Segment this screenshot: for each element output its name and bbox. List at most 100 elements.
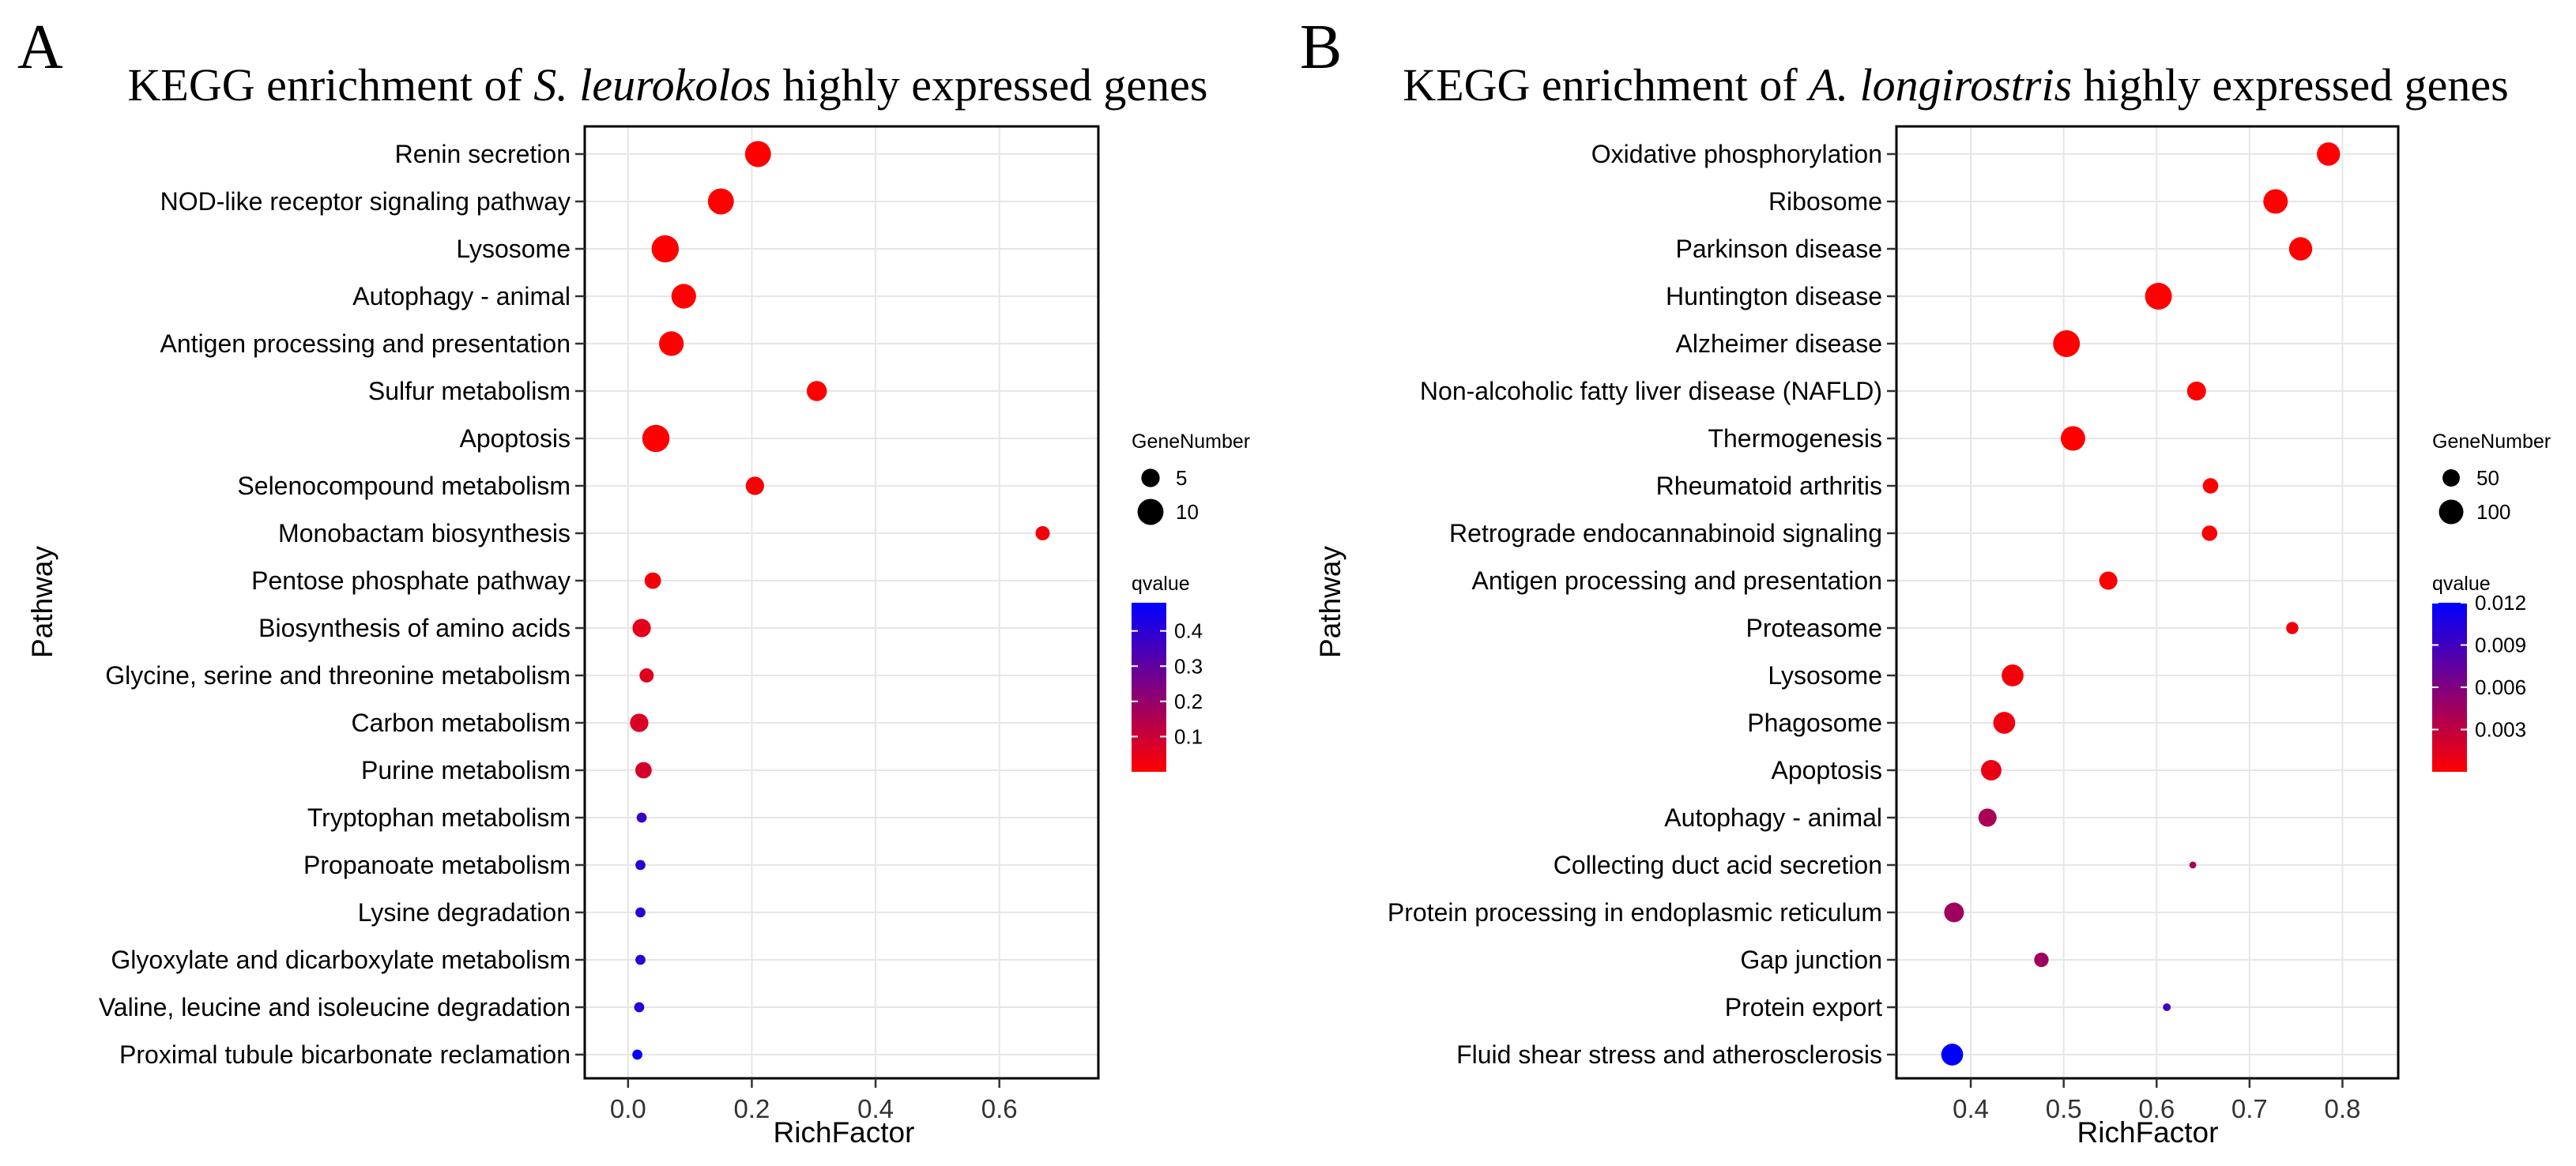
x-tick-label: 0.0: [610, 1094, 646, 1123]
pathway-label: Fluid shear stress and atherosclerosis: [1456, 1040, 1882, 1069]
x-axis-label: RichFactor: [2077, 1116, 2219, 1149]
data-point: [2186, 381, 2206, 401]
pathway-label: Carbon metabolism: [352, 709, 571, 737]
pathway-label: Monobactam biosynthesis: [278, 519, 571, 547]
pathway-label: Huntington disease: [1666, 282, 1882, 310]
data-point: [2002, 664, 2024, 686]
size-legend-dot: [1137, 498, 1164, 525]
pathway-label: Pentose phosphate pathway: [251, 566, 571, 595]
panel-letter: B: [1300, 13, 1342, 82]
pathway-label: Protein processing in endoplasmic reticu…: [1388, 898, 1882, 927]
data-point: [1980, 760, 2002, 780]
plot-frame: [583, 125, 1100, 1080]
size-legend-label: 50: [2476, 466, 2499, 490]
data-point: [1944, 902, 1964, 923]
data-point: [635, 907, 646, 918]
colorbar-tick-label: 0.012: [2475, 591, 2526, 615]
data-point: [642, 424, 670, 453]
size-legend-label: 10: [1176, 500, 1199, 524]
x-axis-label: RichFactor: [774, 1116, 915, 1149]
title-suffix: highly expressed genes: [2072, 59, 2508, 111]
colorbar-tick-label: 0.003: [2475, 718, 2526, 742]
colorbar-tick-label: 0.2: [1174, 690, 1203, 713]
data-point: [635, 859, 646, 871]
data-point: [644, 572, 661, 589]
pathway-label: Phagosome: [1747, 709, 1882, 737]
pathway-label: Gap junction: [1740, 946, 1882, 974]
pathway-label: Antigen processing and presentation: [1472, 566, 1882, 595]
data-point: [2034, 952, 2049, 968]
pathway-label: Tryptophan metabolism: [307, 803, 571, 832]
data-point: [2060, 426, 2085, 451]
colorbar-tick-label: 0.006: [2475, 675, 2526, 699]
pathway-label: Propanoate metabolism: [303, 851, 571, 879]
size-legend-title: GeneNumber: [2432, 431, 2551, 453]
size-legend-dot: [1141, 468, 1160, 487]
pathway-label: Apoptosis: [459, 424, 571, 453]
pathway-label: Apoptosis: [1771, 756, 1882, 784]
data-point: [632, 1049, 642, 1060]
pathway-label: Rheumatoid arthritis: [1656, 472, 1882, 500]
pathway-label: Autophagy - animal: [1664, 803, 1882, 832]
color-legend-title: qvalue: [1132, 573, 1190, 595]
title-prefix: KEGG enrichment of: [128, 59, 534, 111]
x-tick-label: 0.4: [857, 1094, 894, 1123]
size-legend-title: GeneNumber: [1132, 431, 1250, 453]
data-point: [2288, 237, 2313, 261]
pathway-label: Lysosome: [1768, 661, 1882, 690]
data-point: [635, 762, 652, 779]
data-point: [2099, 571, 2118, 590]
pathway-label: Proteasome: [1746, 614, 1882, 642]
data-point: [1941, 1044, 1964, 1066]
panel-letter: A: [17, 13, 63, 82]
pathway-label: Thermogenesis: [1708, 424, 1882, 453]
pathway-label: Parkinson disease: [1676, 235, 1882, 263]
chart-title: KEGG enrichment of S. leurokolos highly …: [128, 59, 1208, 111]
data-point: [1978, 808, 1997, 827]
data-point: [651, 235, 680, 263]
x-tick-label: 0.6: [2138, 1094, 2175, 1123]
x-tick-label: 0.6: [981, 1094, 1018, 1123]
data-point: [2163, 1003, 2171, 1011]
title-species: S. leurokolos: [533, 59, 771, 111]
pathway-label: Purine metabolism: [361, 756, 571, 784]
x-tick-label: 0.8: [2325, 1094, 2361, 1123]
data-point: [671, 284, 696, 309]
data-point: [2053, 330, 2081, 357]
chart-title: KEGG enrichment of A. longirostris highl…: [1403, 59, 2508, 111]
data-point: [659, 331, 684, 356]
data-point: [1993, 712, 2016, 734]
pathway-label: Biosynthesis of amino acids: [258, 614, 571, 642]
data-point: [2202, 478, 2219, 494]
colorbar: [1132, 603, 1166, 772]
data-point: [635, 954, 646, 965]
data-point: [806, 381, 827, 401]
data-point: [1035, 525, 1050, 541]
colorbar-tick-label: 0.1: [1174, 724, 1203, 748]
colorbar-tick-label: 0.3: [1174, 654, 1203, 678]
y-axis-label: Pathway: [26, 546, 58, 658]
pathway-label: Valine, leucine and isoleucine degradati…: [99, 993, 571, 1021]
data-point: [2286, 622, 2299, 634]
colorbar-tick-label: 0.009: [2475, 634, 2526, 657]
data-point: [634, 1002, 645, 1013]
data-point: [2145, 283, 2172, 310]
pathway-label: Lysosome: [456, 235, 571, 263]
data-point: [2317, 142, 2341, 166]
pathway-label: Retrograde endocannabinoid signaling: [1449, 519, 1882, 547]
data-point: [2263, 189, 2288, 214]
title-species: A. longirostris: [1806, 59, 2072, 111]
data-point: [632, 619, 651, 638]
pathway-label: Lysine degradation: [358, 898, 571, 927]
x-tick-label: 0.2: [734, 1094, 770, 1123]
y-axis-label: Pathway: [1314, 546, 1346, 658]
pathway-label: Oxidative phosphorylation: [1591, 140, 1882, 168]
data-point: [744, 141, 771, 167]
panel-b: B KEGG enrichment of A. longirostris hig…: [1300, 13, 2551, 1149]
data-point: [636, 812, 647, 823]
data-point: [2201, 525, 2218, 541]
title-prefix: KEGG enrichment of: [1403, 59, 1809, 111]
panel-a: A KEGG enrichment of S. leurokolos highl…: [17, 13, 1250, 1149]
